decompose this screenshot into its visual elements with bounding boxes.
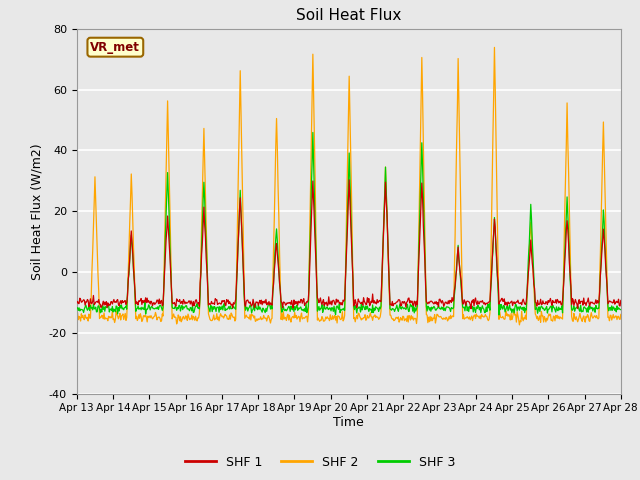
Legend: SHF 1, SHF 2, SHF 3: SHF 1, SHF 2, SHF 3 [180, 451, 460, 474]
Y-axis label: Soil Heat Flux (W/m2): Soil Heat Flux (W/m2) [30, 143, 44, 279]
Text: VR_met: VR_met [90, 41, 140, 54]
Title: Soil Heat Flux: Soil Heat Flux [296, 9, 401, 24]
X-axis label: Time: Time [333, 416, 364, 429]
